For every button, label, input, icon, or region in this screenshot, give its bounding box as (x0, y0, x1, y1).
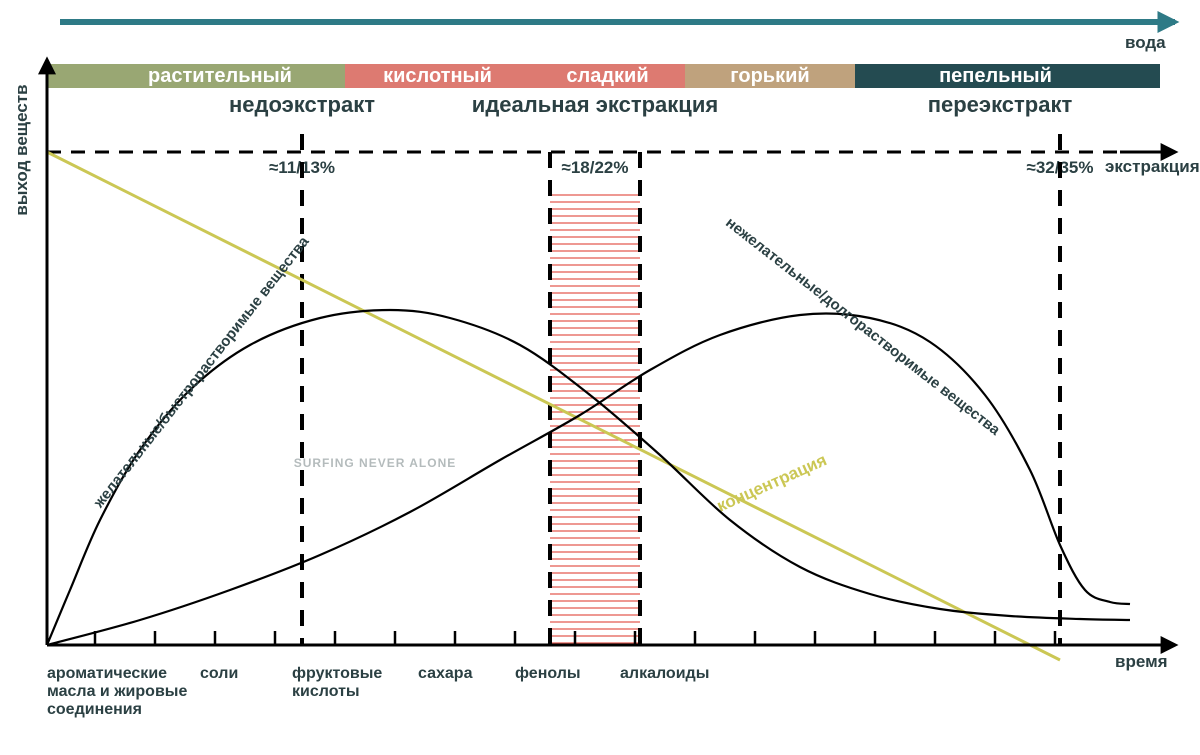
extraction-axis-label: экстракция (1105, 157, 1200, 176)
x-category-1: соли (200, 665, 238, 682)
taste-band-label-2: сладкий (566, 65, 648, 87)
taste-band-edge-right (1136, 64, 1160, 88)
taste-band-label-1: кислотный (383, 65, 492, 87)
extraction-diagram: вода растительный кислотный сладкий горький п… (0, 0, 1200, 755)
y-axis-label: выход веществ (12, 84, 31, 215)
x-category-3: сахара (418, 665, 473, 682)
x-category-4: фенолы (515, 665, 581, 682)
water-label: вода (1125, 33, 1166, 52)
x-axis-label: время (1115, 652, 1168, 671)
taste-band-label-0: растительный (148, 65, 292, 87)
zone-label-1: идеальная экстракция (472, 92, 718, 117)
taste-band-edge-left (47, 64, 95, 88)
taste-band-label-3: горький (730, 65, 809, 87)
pct-label-1: ≈18/22% (562, 158, 629, 177)
zone-label-2: переэкстракт (928, 92, 1073, 117)
taste-band-label-4: пепельный (939, 65, 1052, 87)
watermark: SURFING NEVER ALONE (294, 456, 457, 470)
zone-label-0: недоэкстракт (229, 92, 375, 117)
x-category-5: алкалоиды (620, 665, 709, 682)
